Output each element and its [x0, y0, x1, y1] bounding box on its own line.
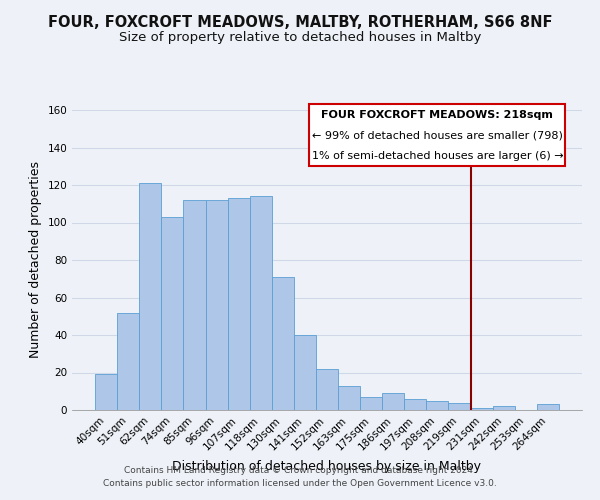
Bar: [272, 277, 294, 410]
Bar: [206, 200, 227, 410]
Text: 1% of semi-detached houses are larger (6) →: 1% of semi-detached houses are larger (6…: [311, 151, 563, 161]
Bar: [493, 406, 515, 410]
Text: FOUR FOXCROFT MEADOWS: 218sqm: FOUR FOXCROFT MEADOWS: 218sqm: [322, 110, 553, 120]
Bar: [470, 408, 493, 410]
FancyBboxPatch shape: [310, 104, 565, 166]
Bar: [338, 386, 360, 410]
Text: ← 99% of detached houses are smaller (798): ← 99% of detached houses are smaller (79…: [312, 130, 563, 140]
Bar: [95, 374, 117, 410]
Bar: [404, 399, 427, 410]
Bar: [227, 198, 250, 410]
Bar: [316, 369, 338, 410]
Y-axis label: Number of detached properties: Number of detached properties: [29, 162, 42, 358]
Text: FOUR, FOXCROFT MEADOWS, MALTBY, ROTHERHAM, S66 8NF: FOUR, FOXCROFT MEADOWS, MALTBY, ROTHERHA…: [48, 15, 552, 30]
Bar: [250, 196, 272, 410]
Bar: [537, 404, 559, 410]
Text: Contains HM Land Registry data © Crown copyright and database right 2024.
Contai: Contains HM Land Registry data © Crown c…: [103, 466, 497, 487]
Bar: [294, 335, 316, 410]
Bar: [427, 400, 448, 410]
Bar: [117, 312, 139, 410]
Bar: [360, 397, 382, 410]
Bar: [448, 402, 470, 410]
Bar: [161, 217, 184, 410]
Bar: [184, 200, 206, 410]
Text: Size of property relative to detached houses in Maltby: Size of property relative to detached ho…: [119, 31, 481, 44]
X-axis label: Distribution of detached houses by size in Maltby: Distribution of detached houses by size …: [173, 460, 482, 473]
Bar: [382, 393, 404, 410]
Bar: [139, 183, 161, 410]
